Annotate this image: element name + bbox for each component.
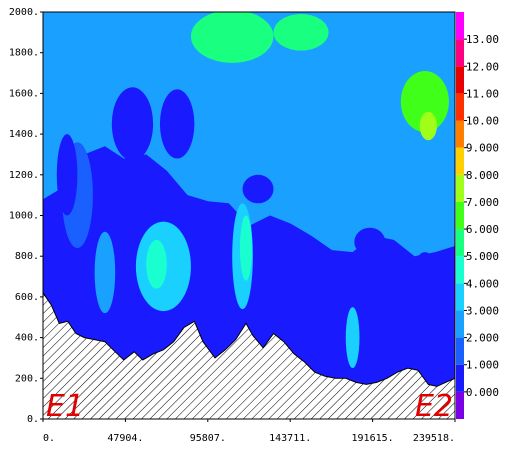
colorbar-swatch: [456, 12, 464, 40]
contour-blob: [273, 14, 329, 51]
y-tick-label: 600.: [15, 292, 39, 303]
contour-blob: [345, 307, 360, 369]
colorbar-swatch: [456, 283, 464, 311]
contour-blob: [190, 12, 274, 63]
colorbar-label: 10.00: [466, 115, 499, 128]
colorbar-label: 7.000: [466, 196, 499, 209]
contour-blob: [94, 231, 116, 314]
plot-area: [43, 12, 455, 419]
y-tick-label: 800.: [15, 251, 39, 262]
contour-blob: [111, 87, 154, 161]
y-tick-label: 0.: [27, 414, 39, 425]
colorbar-label: 3.000: [466, 304, 499, 317]
y-tick-label: 1200.: [9, 170, 39, 181]
contour-blob: [146, 239, 167, 289]
y-tick-label: 2000.: [9, 7, 39, 18]
colorbar-label: 11.00: [466, 87, 499, 100]
colorbar-label: 5.000: [466, 250, 499, 263]
x-tick-label: 47904.: [107, 433, 143, 444]
colorbar-swatch: [456, 256, 464, 284]
y-tick-label: 1800.: [9, 48, 39, 59]
contour-blob: [242, 174, 274, 204]
x-tick-label: 143711.: [269, 433, 311, 444]
annotation-e1: E1: [46, 389, 84, 424]
contour-blob: [159, 89, 195, 159]
y-tick-label: 1600.: [9, 88, 39, 99]
x-tick-label: 239518.: [413, 433, 455, 444]
colorbar-swatch: [456, 174, 464, 202]
colorbar-label: 2.000: [466, 332, 499, 345]
colorbar-label: 6.000: [466, 223, 499, 236]
colorbar-label: 0.000: [466, 386, 499, 399]
colorbar-label: 8.000: [466, 169, 499, 182]
colorbar-swatch: [456, 120, 464, 148]
colorbar-label: 12.00: [466, 60, 499, 73]
contour-blob: [285, 280, 310, 330]
contour-band-1: [43, 12, 455, 257]
colorbar-swatch: [456, 93, 464, 121]
x-axis: 0. 47904. 95807. 143711. 191615. 239518.: [42, 419, 456, 444]
colorbar-swatch: [456, 310, 464, 338]
colorbar-swatch: [456, 147, 464, 175]
x-tick-label: 191615.: [352, 433, 394, 444]
y-tick-label: 400.: [15, 333, 39, 344]
y-tick-label: 200.: [15, 373, 39, 384]
colorbar-label: 4.000: [466, 277, 499, 290]
contour-blob: [239, 215, 252, 281]
colorbar-swatch: [456, 391, 464, 419]
colorbar-swatch: [456, 66, 464, 94]
colorbar-swatch: [456, 337, 464, 365]
contour-blob: [416, 252, 434, 277]
contour-blob: [56, 134, 78, 216]
x-tick-label: 95807.: [190, 433, 226, 444]
colorbar-swatch: [456, 201, 464, 230]
x-tick-label: 0.: [43, 433, 55, 444]
contour-blob: [400, 71, 449, 133]
colorbar-swatch: [456, 229, 464, 257]
y-tick-label: 1400.: [9, 129, 39, 140]
contour-blob: [354, 227, 386, 257]
y-tick-label: 1000.: [9, 211, 39, 222]
contour-blob: [419, 111, 437, 141]
colorbar-label: 9.000: [466, 142, 499, 155]
terrain: [43, 291, 455, 419]
colorbar: 0.000 1.000 2.000 3.000 4.000 5.000 6.000 7.000…: [456, 12, 499, 419]
colorbar-label: 13.00: [466, 33, 499, 46]
y-axis: 0. 200. 400. 600. 800. 1000. 1200. 1400. 1600. 18…: [9, 7, 43, 425]
colorbar-label: 1.000: [466, 359, 499, 372]
annotations: E1 E2: [46, 389, 453, 424]
annotation-e2: E2: [415, 389, 453, 424]
colorbar-swatch: [456, 39, 464, 67]
colorbar-swatch: [456, 364, 464, 392]
